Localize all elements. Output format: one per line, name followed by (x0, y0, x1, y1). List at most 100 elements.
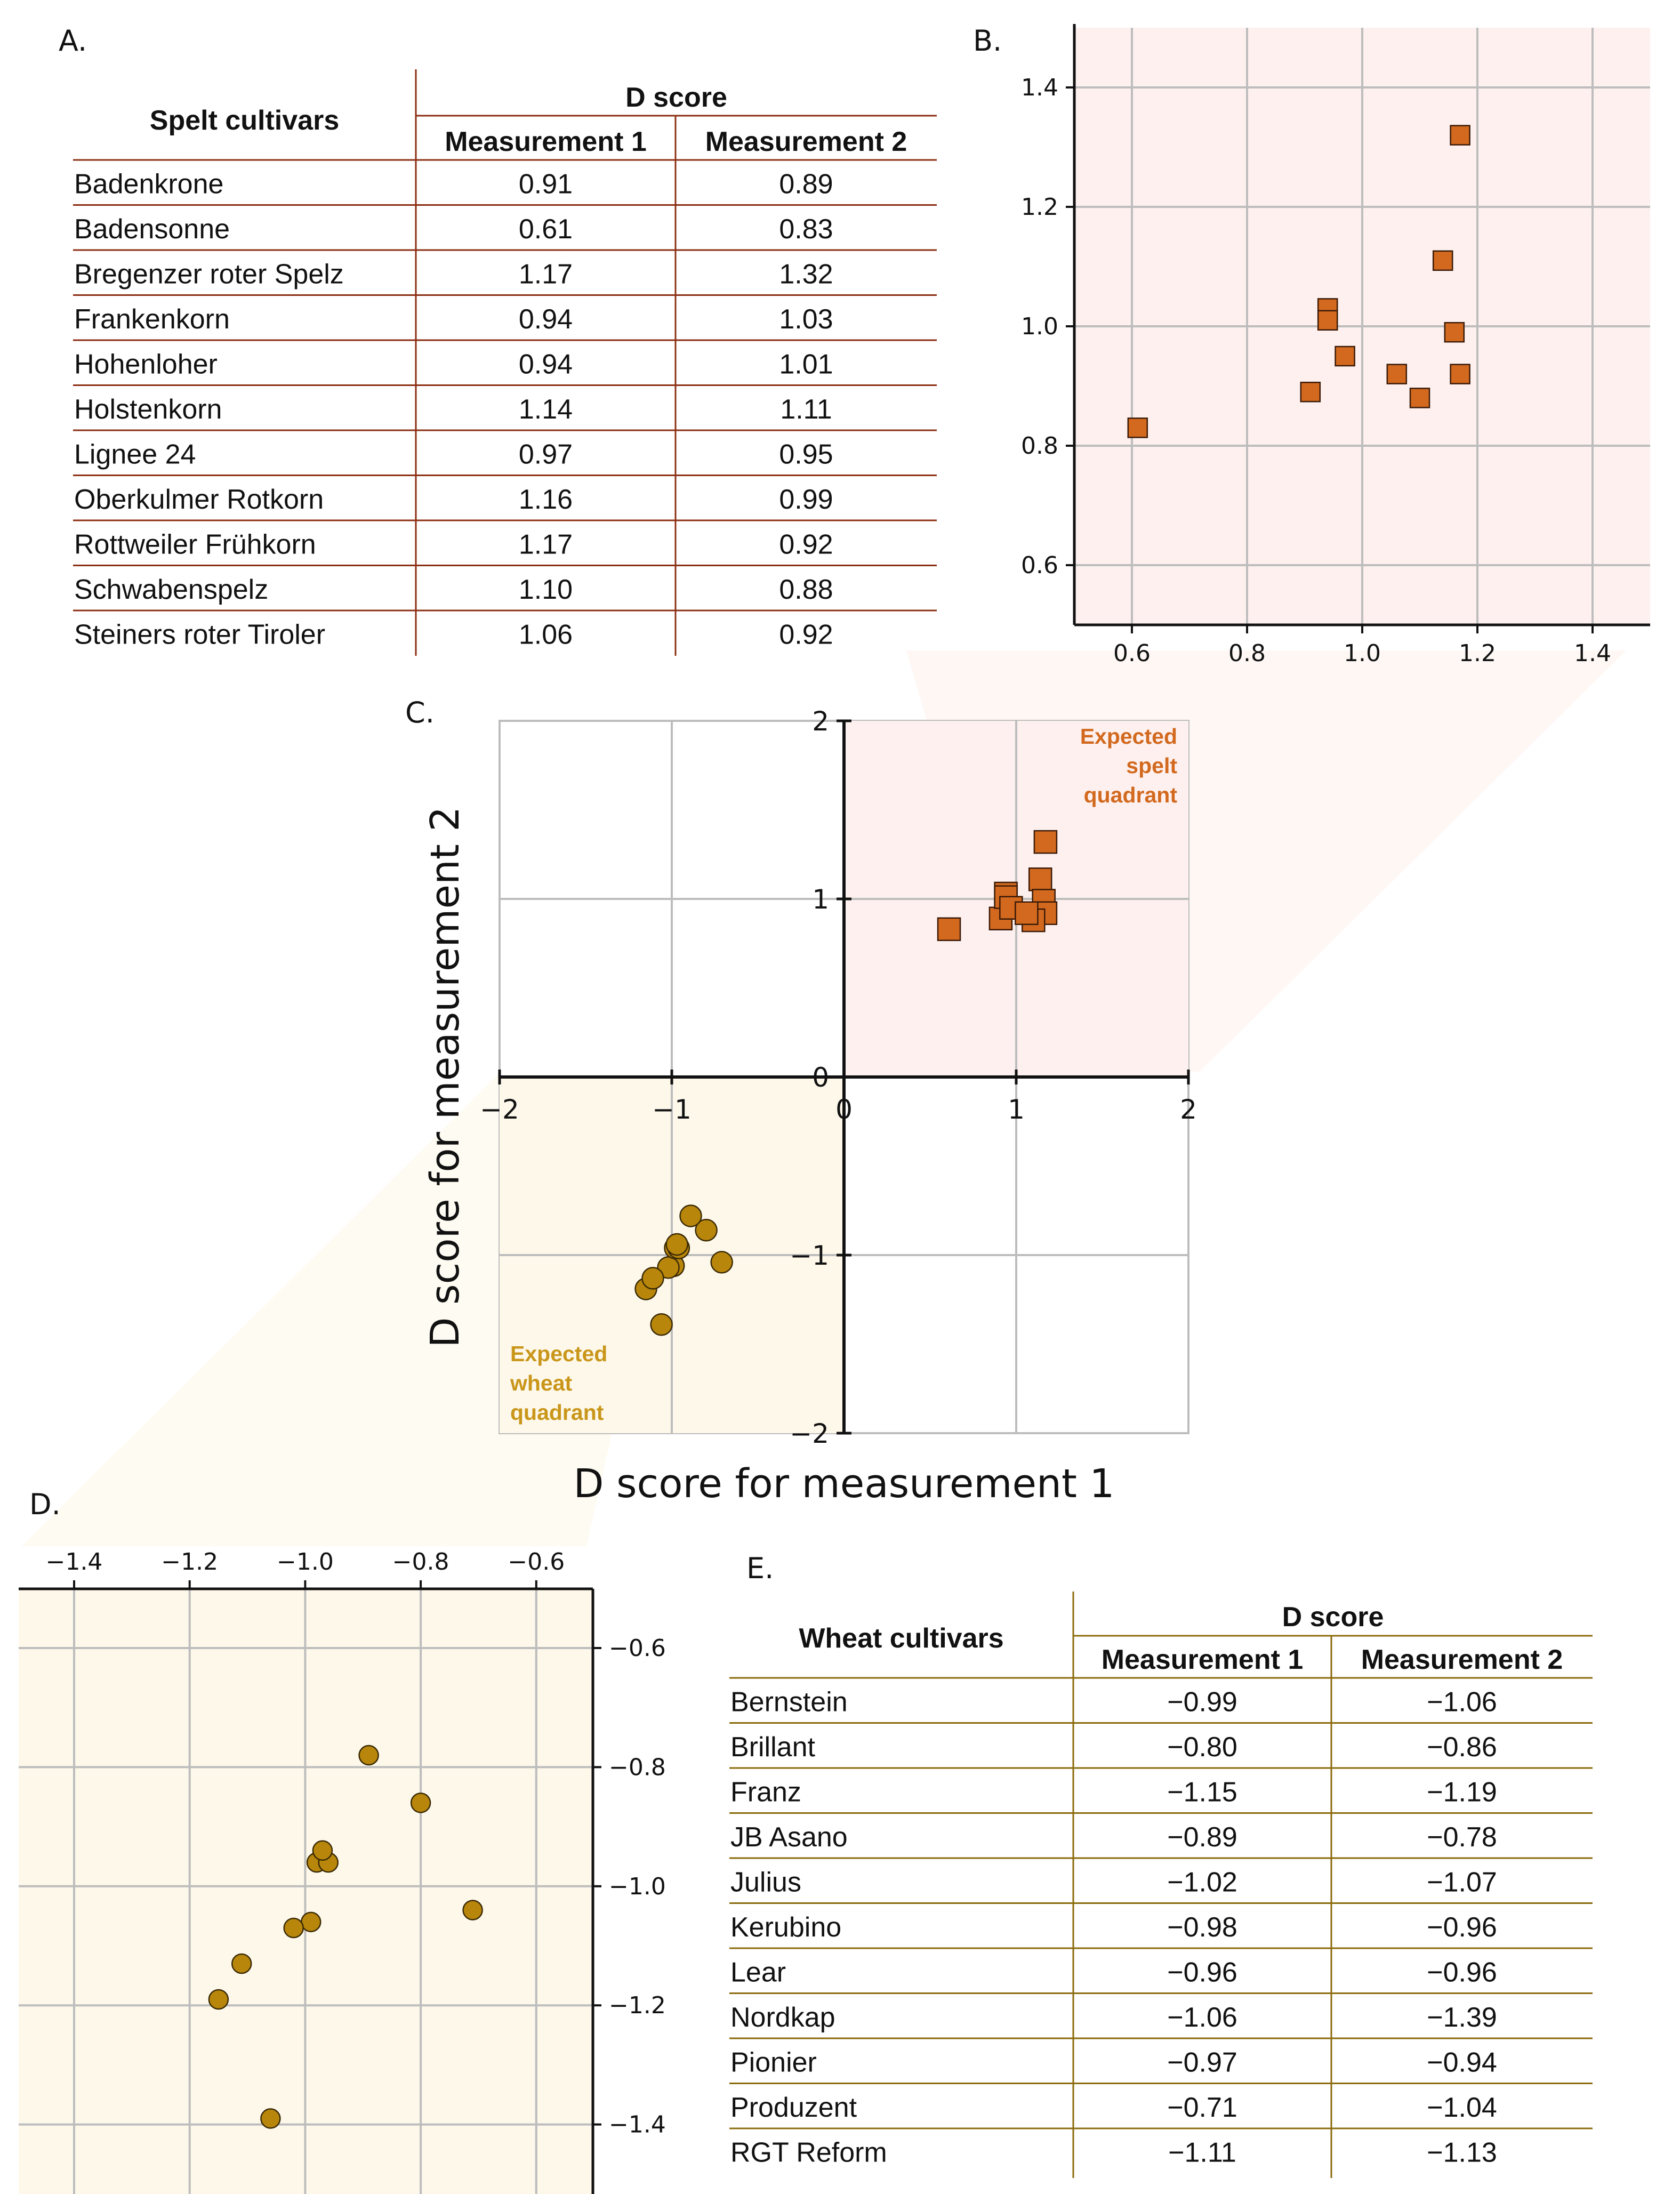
cultivar-name: Hohenloher (74, 349, 218, 380)
measurement-2-value: 0.92 (779, 620, 833, 650)
measurement-1-value: −1.02 (1167, 1867, 1237, 1898)
y-tick-label: −2 (790, 1418, 829, 1449)
measurement-2-value: 0.95 (779, 439, 833, 470)
measurement-1-value: 0.94 (519, 349, 573, 380)
cultivar-name: Produzent (730, 2092, 857, 2123)
x-tick-label: −1.0 (277, 1548, 334, 1576)
measurement-1-value: 0.97 (519, 439, 573, 470)
table-title: Spelt cultivars (150, 105, 339, 136)
x-tick-label: 1.2 (1459, 640, 1496, 667)
measurement-2-value: −1.07 (1427, 1867, 1497, 1898)
x-axis-title: D score for measurement 1 (573, 1461, 1114, 1507)
cultivar-name: Franz (730, 1777, 801, 1808)
y-tick-label: −0.8 (609, 1754, 666, 1781)
group-header: D score (1282, 1602, 1384, 1633)
wheat-point (710, 1251, 733, 1274)
measurement-1-value: 0.91 (519, 169, 573, 200)
x-tick-label: −2 (480, 1094, 519, 1125)
y-tick-label: 1.4 (1021, 74, 1058, 101)
wheat-point (358, 1745, 379, 1766)
cultivar-name: Brillant (730, 1732, 815, 1763)
spelt-point (1028, 867, 1052, 891)
x-tick-label: −0.8 (392, 1548, 449, 1576)
measurement-2-value: −0.78 (1427, 1822, 1497, 1853)
measurement-2-value: −1.04 (1427, 2092, 1497, 2123)
y-tick-label: 2 (812, 706, 829, 737)
cultivar-name: Frankenkorn (74, 304, 230, 335)
y-tick-label: 0.8 (1021, 432, 1058, 460)
column-header-measurement-2: Measurement 2 (705, 126, 907, 157)
column-header-measurement-2: Measurement 2 (1361, 1644, 1563, 1675)
cultivar-name: RGT Reform (730, 2137, 887, 2168)
cultivar-name: Julius (730, 1867, 801, 1898)
cultivar-name: Rottweiler Frühkorn (74, 529, 316, 560)
panel-e-wheat-table: E. Wheat cultivars D score Measurement 1 Mea… (729, 1552, 1593, 2178)
measurement-2-value: 0.83 (779, 214, 833, 245)
wheat-point (231, 1953, 252, 1974)
measurement-2-value: −1.19 (1427, 1777, 1497, 1808)
cultivar-name: Pionier (730, 2047, 817, 2078)
panel-label: A. (59, 24, 87, 58)
spelt-point (937, 917, 961, 942)
wheat-point (283, 1917, 304, 1939)
measurement-1-value: −1.11 (1168, 2137, 1236, 2168)
measurement-2-value: 1.32 (779, 259, 833, 290)
cultivar-name: Lear (730, 1957, 786, 1988)
cultivar-name: Badensonne (74, 214, 230, 245)
wheat-point (208, 1989, 229, 2010)
panel-label: C. (405, 696, 435, 729)
x-tick-label: 1.0 (1344, 640, 1381, 667)
y-tick-label: −1 (790, 1240, 829, 1271)
measurement-2-value: 0.99 (779, 484, 833, 515)
y-tick-label: 0 (812, 1062, 829, 1093)
wheat-point (641, 1267, 664, 1290)
measurement-2-value: 0.89 (779, 169, 833, 200)
y-tick-label: 1.2 (1021, 194, 1058, 221)
column-header-measurement-1: Measurement 1 (445, 126, 647, 157)
measurement-1-value: −0.89 (1167, 1822, 1237, 1853)
x-tick-label: −1.2 (161, 1548, 218, 1576)
cultivar-name: Holstenkorn (74, 394, 222, 425)
y-tick-label: −0.6 (609, 1635, 666, 1662)
y-axis-title: D score for measurement 2 (422, 806, 468, 1347)
measurement-1-value: −0.98 (1167, 1912, 1237, 1943)
y-tick-label: 1.0 (1021, 313, 1058, 340)
measurement-1-value: −1.06 (1167, 2002, 1237, 2033)
wheat-point (650, 1313, 673, 1336)
spelt-point (1432, 250, 1453, 271)
cultivar-name: JB Asano (730, 1822, 848, 1853)
x-tick-label: 0.6 (1113, 640, 1151, 667)
table-title: Wheat cultivars (799, 1623, 1003, 1654)
measurement-1-value: 1.16 (519, 484, 573, 515)
panel-c-combined-scatter: C. −2 −1 0 1 2 −2 −1 0 1 2 D score for measurement … (405, 696, 1197, 1507)
wheat-point (300, 1911, 321, 1933)
panel-label: E. (746, 1552, 774, 1585)
wheat-quadrant-annotation: wheat (510, 1371, 573, 1395)
spelt-point (1127, 417, 1148, 438)
measurement-2-value: −1.13 (1427, 2137, 1497, 2168)
y-tick-label: −1.2 (609, 1992, 666, 2019)
spelt-point (1335, 345, 1355, 367)
cultivar-name: Nordkap (730, 2002, 835, 2033)
x-tick-label: 1.4 (1574, 640, 1611, 667)
spelt-quadrant-annotation: Expected (1080, 724, 1177, 749)
measurement-2-value: −0.96 (1427, 1957, 1497, 1988)
measurement-2-value: 1.03 (779, 304, 833, 335)
y-tick-label: 1 (812, 884, 829, 915)
wheat-point (312, 1840, 333, 1861)
measurement-1-value: 1.17 (519, 259, 573, 290)
measurement-1-value: −0.97 (1167, 2047, 1237, 2078)
measurement-2-value: 0.92 (779, 529, 833, 560)
x-tick-label: −0.6 (508, 1548, 565, 1576)
cultivar-name: Lignee 24 (74, 439, 196, 470)
measurement-1-value: 0.94 (519, 304, 573, 335)
measurement-1-value: 1.10 (519, 574, 573, 605)
measurement-2-value: −0.94 (1427, 2047, 1497, 2078)
spelt-point (1386, 364, 1408, 384)
measurement-2-value: −1.06 (1427, 1687, 1497, 1718)
measurement-1-value: −0.96 (1167, 1957, 1237, 1988)
measurement-2-value: −0.86 (1427, 1732, 1497, 1763)
cultivar-name: Bregenzer roter Spelz (74, 259, 344, 290)
measurement-1-value: 1.06 (519, 620, 573, 650)
x-tick-label: −1.4 (46, 1548, 103, 1576)
